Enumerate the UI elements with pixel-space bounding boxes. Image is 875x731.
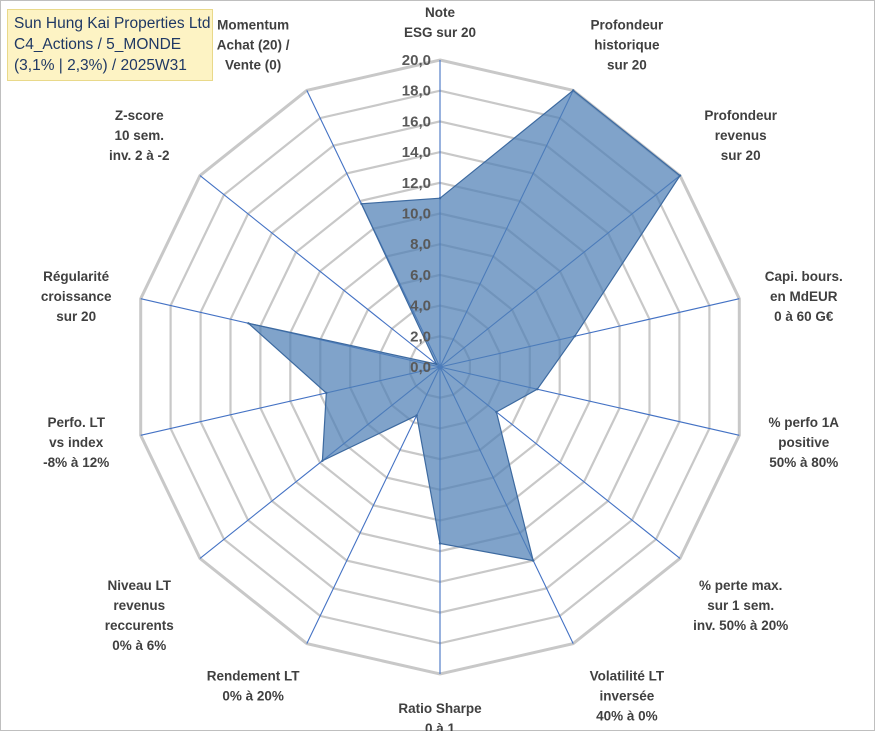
- data-point-10: [325, 391, 328, 395]
- tick-label-4: 8,0: [410, 236, 431, 253]
- data-point-11: [247, 322, 250, 325]
- axis-label-5-line-0: % perte max.: [699, 578, 782, 593]
- axis-label-7: Ratio Sharpe 0 à 1: [398, 701, 482, 731]
- data-point-1: [572, 89, 575, 92]
- axis-label-2: Profondeur revenus sur 20: [704, 108, 777, 163]
- data-point-6: [532, 559, 535, 562]
- axis-label-6-line-0: Volatilité LT: [590, 669, 665, 684]
- data-point-0: [438, 197, 442, 200]
- axis-label-11: Régularité croissance sur 20: [41, 269, 112, 324]
- axis-label-8-line-0: Rendement LT: [207, 669, 301, 684]
- axis-label-13-line-1: Achat (20) /: [217, 37, 290, 52]
- axis-label-4-line-0: % perfo 1A: [769, 415, 840, 430]
- axis-label-1-line-2: sur 20: [607, 57, 647, 72]
- data-point-3: [573, 335, 576, 338]
- tick-label-0: 0,0: [410, 359, 431, 376]
- axis-label-9-line-0: Niveau LT: [108, 578, 172, 593]
- axis-label-10: Perfo. LT vs index -8% à 12%: [43, 415, 109, 470]
- axis-label-0-line-1: ESG sur 20: [404, 25, 476, 40]
- axis-label-8: Rendement LT 0% à 20%: [207, 669, 301, 704]
- axis-label-13-line-0: Momentum: [217, 17, 289, 32]
- axis-label-12-line-0: Z-score: [115, 108, 164, 123]
- tick-label-5: 10,0: [402, 206, 431, 223]
- axis-label-10-line-2: -8% à 12%: [43, 455, 109, 470]
- data-point-4: [536, 388, 539, 391]
- data-layer: [246, 89, 682, 562]
- axis-label-9-line-2: reccurents: [105, 618, 174, 633]
- axis-label-2-line-1: revenus: [715, 128, 767, 143]
- data-point-12: [435, 362, 438, 366]
- data-point-7: [438, 542, 442, 545]
- axis-label-9-line-1: revenus: [113, 598, 165, 613]
- data-point-2: [678, 174, 682, 177]
- title-line-2: C4_Actions / 5_MONDE: [14, 36, 182, 53]
- data-point-13: [360, 202, 363, 205]
- tick-label-1: 2,0: [410, 328, 431, 345]
- spoke-12: [199, 175, 441, 368]
- axis-label-1-line-1: historique: [594, 37, 660, 52]
- label-layer: Note ESG sur 20 Profondeur historique sur 20…: [41, 5, 843, 731]
- axis-label-0-line-0: Note: [425, 5, 455, 20]
- tick-label-8: 16,0: [402, 113, 431, 130]
- axis-label-7-line-1: 0 à 1: [425, 721, 456, 731]
- axis-label-10-line-1: vs index: [49, 435, 104, 450]
- data-point-9: [321, 459, 324, 462]
- axis-label-4: % perfo 1A positive 50% à 80%: [769, 415, 840, 470]
- axis-label-11-line-1: croissance: [41, 289, 112, 304]
- axis-label-13: Momentum Achat (20) / Vente (0): [217, 17, 290, 72]
- axis-label-6-line-2: 40% à 0%: [596, 709, 658, 724]
- data-point-5: [495, 410, 498, 414]
- tick-label-2: 4,0: [410, 298, 431, 315]
- title-line-1: Sun Hung Kai Properties Ltd: [14, 15, 211, 32]
- axis-label-5-line-2: inv. 50% à 20%: [693, 618, 788, 633]
- axis-label-8-line-1: 0% à 20%: [222, 689, 284, 704]
- tick-label-7: 14,0: [402, 144, 431, 161]
- axis-label-5-line-1: sur 1 sem.: [707, 598, 774, 613]
- axis-label-2-line-0: Profondeur: [704, 108, 777, 123]
- axis-label-6-line-1: inversée: [600, 689, 655, 704]
- data-point-8: [415, 414, 418, 417]
- axis-label-3-line-1: en MdEUR: [770, 289, 838, 304]
- title-box: Sun Hung Kai Properties Ltd C4_Actions /…: [7, 9, 213, 81]
- tick-label-9: 18,0: [402, 83, 431, 100]
- axis-label-7-line-0: Ratio Sharpe: [398, 701, 482, 716]
- tick-label-10: 20,0: [402, 52, 431, 69]
- axis-label-9: Niveau LT revenus reccurents 0% à 6%: [105, 578, 174, 653]
- axis-label-11-line-2: sur 20: [56, 309, 96, 324]
- axis-label-12-line-2: inv. 2 à -2: [109, 148, 170, 163]
- axis-label-4-line-2: 50% à 80%: [769, 455, 838, 470]
- axis-label-4-line-1: positive: [778, 435, 830, 450]
- axis-label-3-line-0: Capi. bours.: [765, 269, 843, 284]
- axis-label-2-line-2: sur 20: [721, 148, 761, 163]
- title-line-3: (3,1% | 2,3%) / 2025W31: [14, 57, 187, 74]
- tick-layer: 0,0 2,0 4,0 6,0 8,0 10,0 12,0 14,0 16,0 18,0 20,0: [402, 52, 431, 376]
- axis-label-11-line-0: Régularité: [43, 269, 110, 284]
- axis-label-5: % perte max. sur 1 sem. inv. 50% à 20%: [693, 578, 788, 633]
- axis-label-9-line-3: 0% à 6%: [112, 638, 166, 653]
- axis-label-12: Z-score 10 sem. inv. 2 à -2: [109, 108, 170, 163]
- axis-label-1-line-0: Profondeur: [591, 17, 664, 32]
- axis-label-10-line-0: Perfo. LT: [47, 415, 105, 430]
- axis-label-3-line-2: 0 à 60 G€: [774, 309, 834, 324]
- axis-label-0: Note ESG sur 20: [404, 5, 476, 40]
- tick-label-6: 12,0: [402, 175, 431, 192]
- axis-label-12-line-1: 10 sem.: [115, 128, 165, 143]
- axis-label-3: Capi. bours. en MdEUR 0 à 60 G€: [765, 269, 843, 324]
- axis-label-6: Volatilité LT inversée 40% à 0%: [590, 669, 665, 724]
- axis-label-1: Profondeur historique sur 20: [591, 17, 664, 72]
- axis-label-13-line-2: Vente (0): [225, 57, 281, 72]
- tick-label-3: 6,0: [410, 267, 431, 284]
